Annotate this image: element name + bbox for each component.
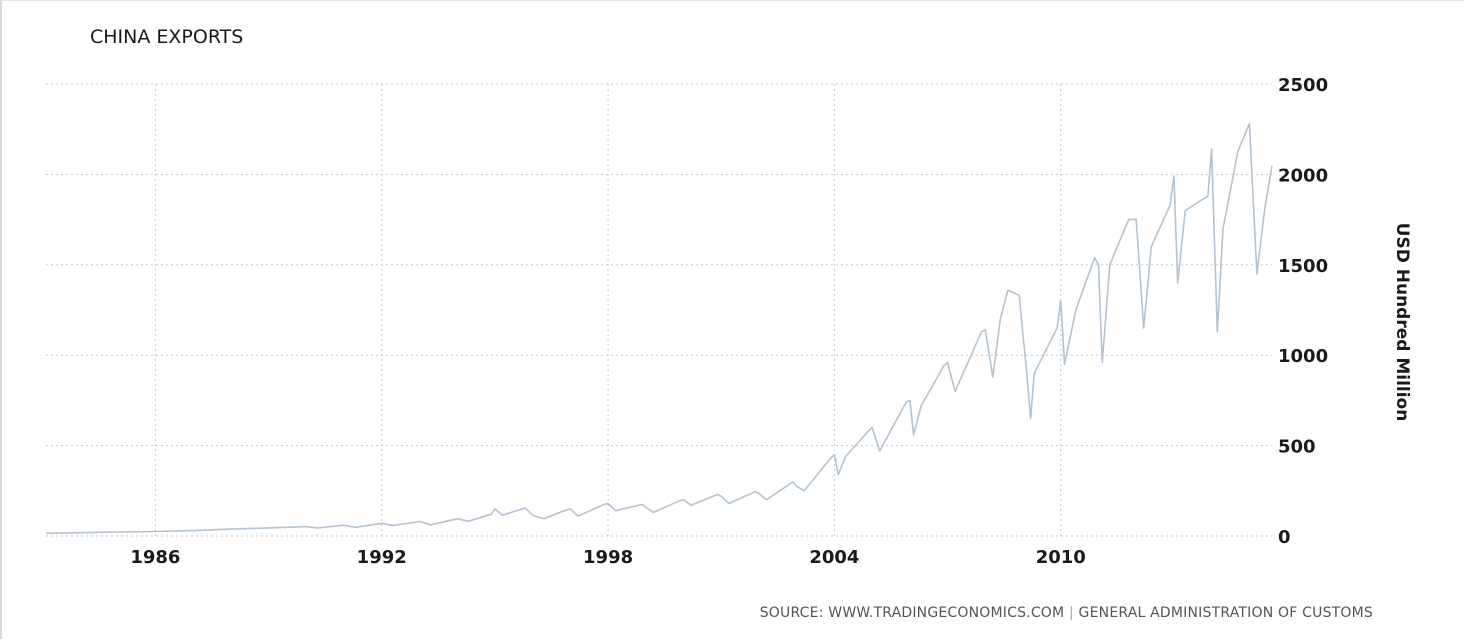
source-org: GENERAL ADMINISTRATION OF CUSTOMS xyxy=(1079,605,1373,621)
x-tick-label-1998: 1998 xyxy=(583,547,633,568)
y-tick-label-2500: 2500 xyxy=(1278,75,1328,96)
x-axis-ticks: 1986 1992 1998 2004 2010 xyxy=(130,547,1085,568)
y-tick-label-1000: 1000 xyxy=(1278,346,1328,367)
source-line: SOURCE: WWW.TRADINGECONOMICS.COM | GENER… xyxy=(760,605,1373,621)
y-axis-label: USD Hundred Million xyxy=(1392,223,1412,422)
y-tick-label-1500: 1500 xyxy=(1278,256,1328,277)
x-tick-label-2010: 2010 xyxy=(1036,547,1086,568)
y-tick-label-500: 500 xyxy=(1278,437,1316,458)
y-tick-label-2000: 2000 xyxy=(1278,165,1328,186)
series-line-group xyxy=(45,123,1273,535)
y-tick-label-0: 0 xyxy=(1278,527,1291,548)
y-axis-ticks: 0 500 1000 1500 2000 2500 xyxy=(1278,75,1328,548)
chart-title: CHINA EXPORTS xyxy=(90,26,243,48)
grid xyxy=(46,83,1272,537)
source-separator: | xyxy=(1069,605,1074,621)
source-label: SOURCE: xyxy=(760,605,824,621)
x-tick-label-2004: 2004 xyxy=(809,547,859,568)
source-site: WWW.TRADINGECONOMICS.COM xyxy=(828,605,1064,621)
x-tick-label-1986: 1986 xyxy=(130,547,180,568)
x-tick-label-1992: 1992 xyxy=(357,547,407,568)
series-line-0 xyxy=(45,123,1273,535)
